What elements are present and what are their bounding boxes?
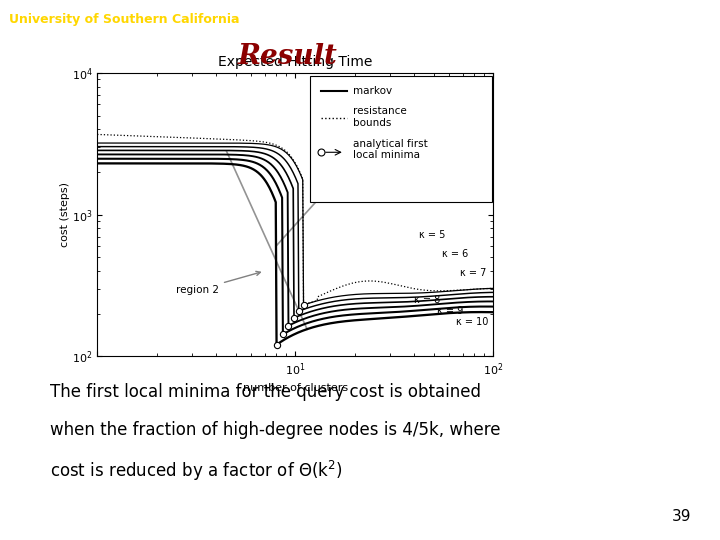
Text: region 2: region 2 — [176, 272, 261, 295]
Text: when the fraction of high-degree nodes is 4/5k, where: when the fraction of high-degree nodes i… — [50, 421, 501, 439]
Title: Expected Hitting Time: Expected Hitting Time — [218, 55, 372, 69]
Text: κ = 10: κ = 10 — [456, 317, 489, 327]
Text: κ = 8: κ = 8 — [415, 295, 441, 305]
Text: κ = 7: κ = 7 — [460, 268, 487, 278]
Text: κ = 9: κ = 9 — [437, 306, 463, 316]
Text: cost is reduced by a factor of Θ(k$^2$): cost is reduced by a factor of Θ(k$^2$) — [50, 459, 343, 483]
Text: University of Southern California: University of Southern California — [9, 13, 239, 26]
Text: κ = 5: κ = 5 — [418, 230, 445, 240]
Y-axis label: cost (steps): cost (steps) — [60, 182, 70, 247]
FancyBboxPatch shape — [310, 76, 492, 202]
Text: analytical first
local minima: analytical first local minima — [353, 139, 428, 160]
Text: markov: markov — [353, 86, 392, 96]
Text: κ = 6: κ = 6 — [442, 249, 468, 259]
Text: The first local minima for the query cost is obtained: The first local minima for the query cos… — [50, 383, 482, 401]
Text: resistance
bounds: resistance bounds — [353, 106, 406, 127]
Text: Result: Result — [238, 43, 338, 70]
Text: 39: 39 — [672, 509, 691, 524]
X-axis label: number of clusters: number of clusters — [243, 383, 348, 394]
